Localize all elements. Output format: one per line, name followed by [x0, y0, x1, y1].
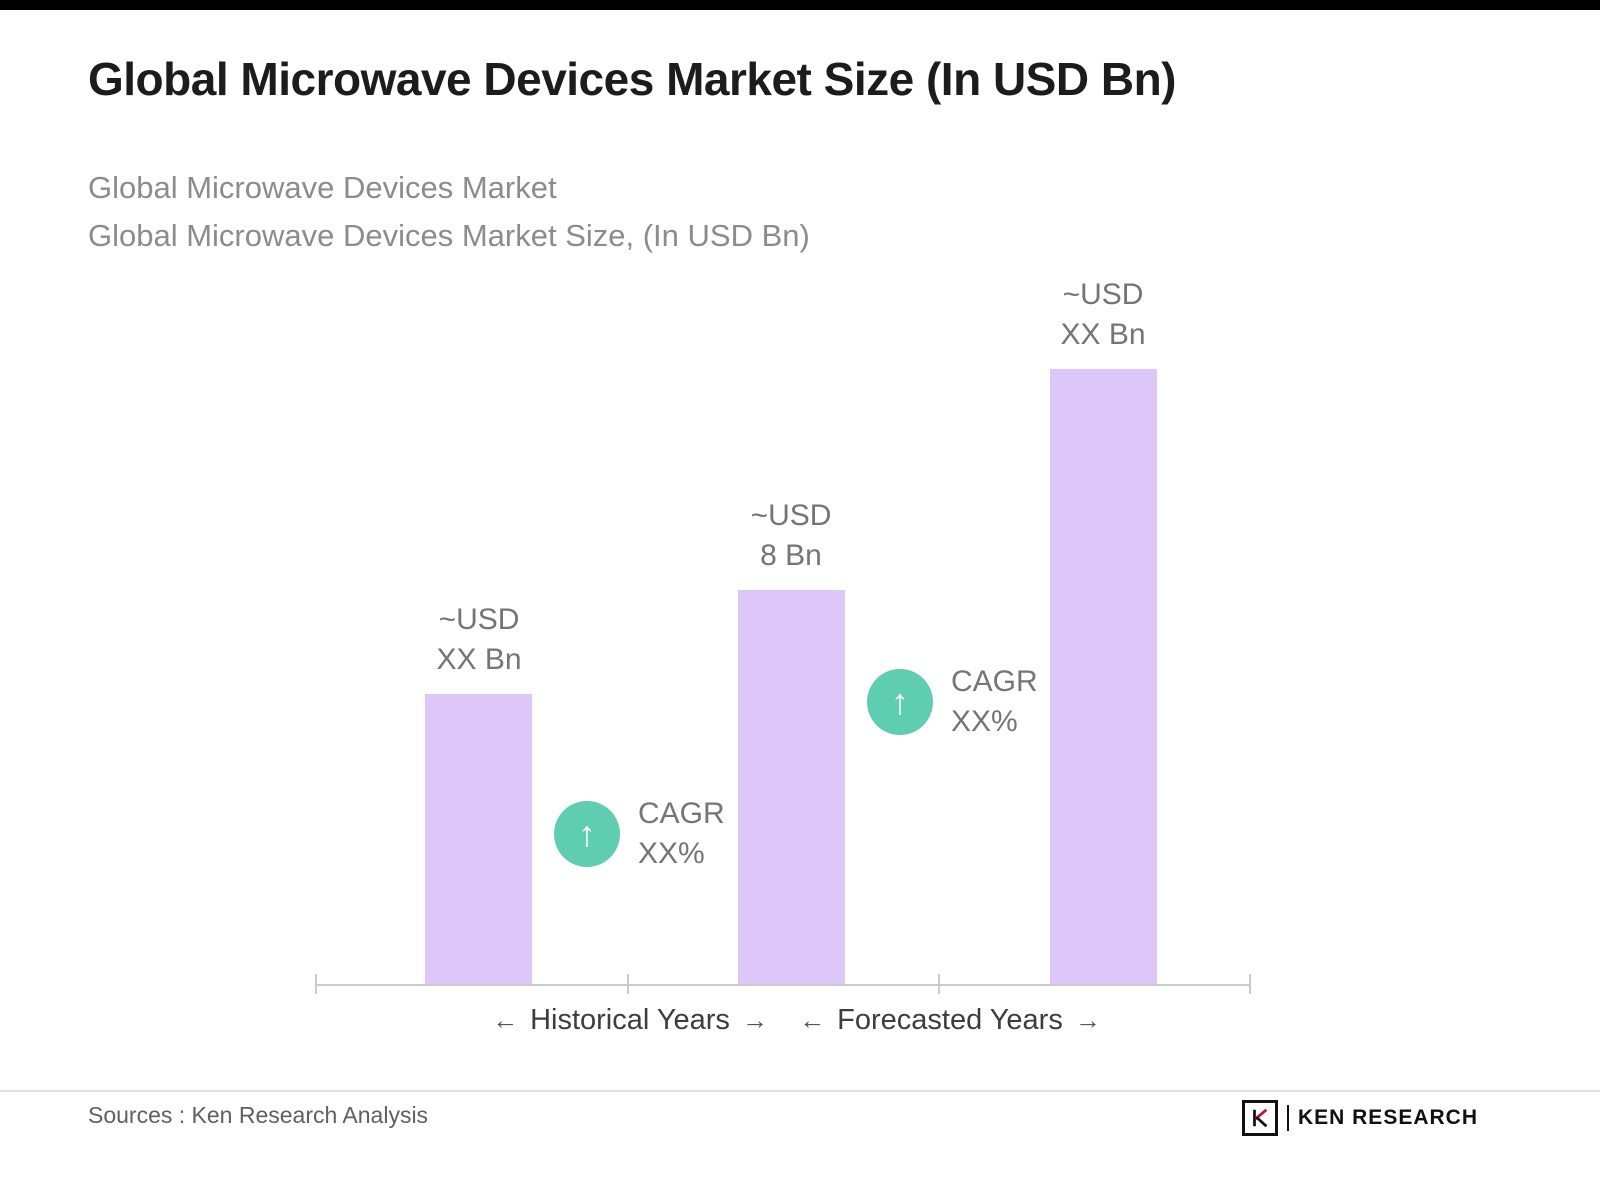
cagr-label: CAGR [638, 797, 725, 830]
cagr-value: XX% [951, 705, 1018, 738]
axis-group-forecasted: ← Forecasted Years → [770, 1004, 1130, 1037]
right-arrow-icon: → [1074, 1005, 1101, 1035]
right-arrow-icon: → [741, 1005, 768, 1035]
axis-group-label: Forecasted Years [837, 1004, 1063, 1036]
bar-value-line1: ~USD [1062, 278, 1144, 311]
subtitle-line-2: Global Microwave Devices Market Size, (I… [88, 218, 810, 253]
bar-value-line2: XX Bn [436, 643, 522, 676]
footer-divider [0, 1090, 1600, 1092]
axis-tick [938, 974, 940, 994]
chart-bar-base-year [738, 590, 845, 984]
logo-text: KEN RESEARCH [1297, 1106, 1478, 1129]
left-arrow-icon: ← [492, 1005, 519, 1035]
bar-value-label: ~USD XX Bn [329, 600, 629, 680]
up-arrow-icon: ↑ [867, 669, 933, 735]
chart-bar-historical [425, 694, 532, 984]
axis-tick [315, 974, 317, 994]
bar-value-label: ~USD 8 Bn [641, 496, 941, 576]
cagr-annotation-2: ↑ CAGR XX% [867, 662, 1038, 742]
axis-group-historical: ← Historical Years → [450, 1004, 810, 1037]
k-glyph-icon [1253, 1108, 1268, 1128]
top-accent-bar [0, 0, 1600, 10]
ken-logo-k-icon [1241, 1100, 1278, 1136]
axis-tick [627, 974, 629, 994]
up-arrow-glyph: ↑ [891, 681, 909, 722]
ken-research-logo: KEN RESEARCH [1241, 1100, 1478, 1136]
chart-subtitle: Global Microwave Devices Market Global M… [88, 164, 810, 260]
subtitle-line-1: Global Microwave Devices Market [88, 170, 557, 205]
left-arrow-icon: ← [799, 1005, 826, 1035]
bar-value-line1: ~USD [438, 603, 520, 636]
page-title: Global Microwave Devices Market Size (In… [88, 53, 1177, 105]
bar-value-label: ~USD XX Bn [953, 275, 1253, 355]
bar-value-line1: ~USD [750, 499, 832, 532]
up-arrow-glyph: ↑ [578, 813, 596, 854]
chart-bar-forecast [1050, 369, 1157, 984]
cagr-text: CAGR XX% [951, 662, 1038, 742]
cagr-annotation-1: ↑ CAGR XX% [554, 794, 725, 874]
logo-separator [1286, 1105, 1289, 1131]
axis-tick [1249, 974, 1251, 994]
axis-group-label: Historical Years [530, 1004, 730, 1036]
bar-value-line2: 8 Bn [760, 539, 822, 572]
x-axis-line [315, 984, 1250, 986]
up-arrow-icon: ↑ [554, 801, 620, 867]
cagr-label: CAGR [951, 665, 1038, 698]
bar-value-line2: XX Bn [1060, 318, 1146, 351]
cagr-text: CAGR XX% [638, 794, 725, 874]
cagr-value: XX% [638, 837, 705, 870]
sources-text: Sources : Ken Research Analysis [88, 1102, 429, 1128]
